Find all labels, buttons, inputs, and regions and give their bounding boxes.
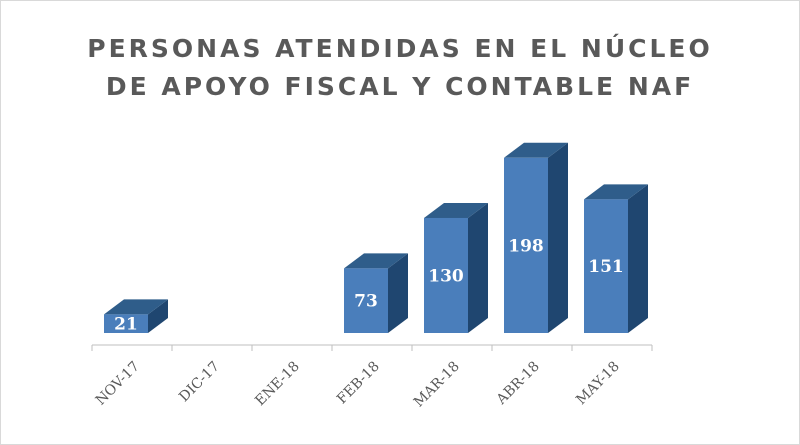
- bar-top-face: [424, 202, 488, 218]
- bar-top-face: [104, 299, 168, 315]
- bar-top-face: [584, 184, 648, 200]
- x-tick-label: ENE-18: [252, 359, 303, 410]
- x-tick-label: DIC-17: [176, 359, 223, 406]
- bar: 73: [344, 253, 408, 333]
- bar-value-label: 198: [508, 236, 544, 256]
- bar-side-face: [548, 142, 568, 333]
- bar-side-face: [388, 253, 408, 333]
- bar-top-face: [504, 142, 568, 158]
- chart-title: PERSONAS ATENDIDAS EN EL NÚCLEO DE APOYO…: [0, 30, 800, 106]
- chart-title-line-1: PERSONAS ATENDIDAS EN EL NÚCLEO: [87, 34, 713, 63]
- x-axis-labels: NOV-17 DIC-17 ENE-18 FEB-18 MAR-18 ABR-18 MAY-…: [93, 359, 623, 411]
- bar: 198: [504, 142, 568, 333]
- bar: 151: [584, 184, 648, 333]
- x-tick-label: NOV-17: [93, 359, 143, 409]
- bars-group: 21 73 130 198 151: [104, 142, 648, 335]
- bar-front-face: [424, 217, 468, 333]
- x-tick-label: MAR-18: [411, 359, 463, 411]
- bar: 21: [104, 299, 168, 335]
- x-tick-label: FEB-18: [334, 359, 383, 408]
- bar-side-face: [468, 202, 488, 333]
- bar-value-label: 151: [588, 257, 624, 277]
- bar-top-face: [344, 253, 408, 269]
- x-axis-ticks: [91, 345, 653, 351]
- bar: 130: [424, 202, 488, 333]
- chart-title-line-2: DE APOYO FISCAL Y CONTABLE NAF: [105, 72, 695, 101]
- bar-front-face: [504, 157, 548, 333]
- x-tick-label: MAY-18: [573, 359, 623, 409]
- bar-value-label: 73: [354, 292, 378, 312]
- bar-value-label: 21: [114, 315, 138, 335]
- bar-front-face: [584, 199, 628, 333]
- bar-front-face: [344, 268, 388, 333]
- bar-front-face: [104, 314, 148, 333]
- bar-side-face: [628, 184, 648, 333]
- bar-value-label: 130: [428, 266, 464, 286]
- bar-side-face: [148, 299, 168, 333]
- x-tick-label: ABR-18: [493, 359, 543, 409]
